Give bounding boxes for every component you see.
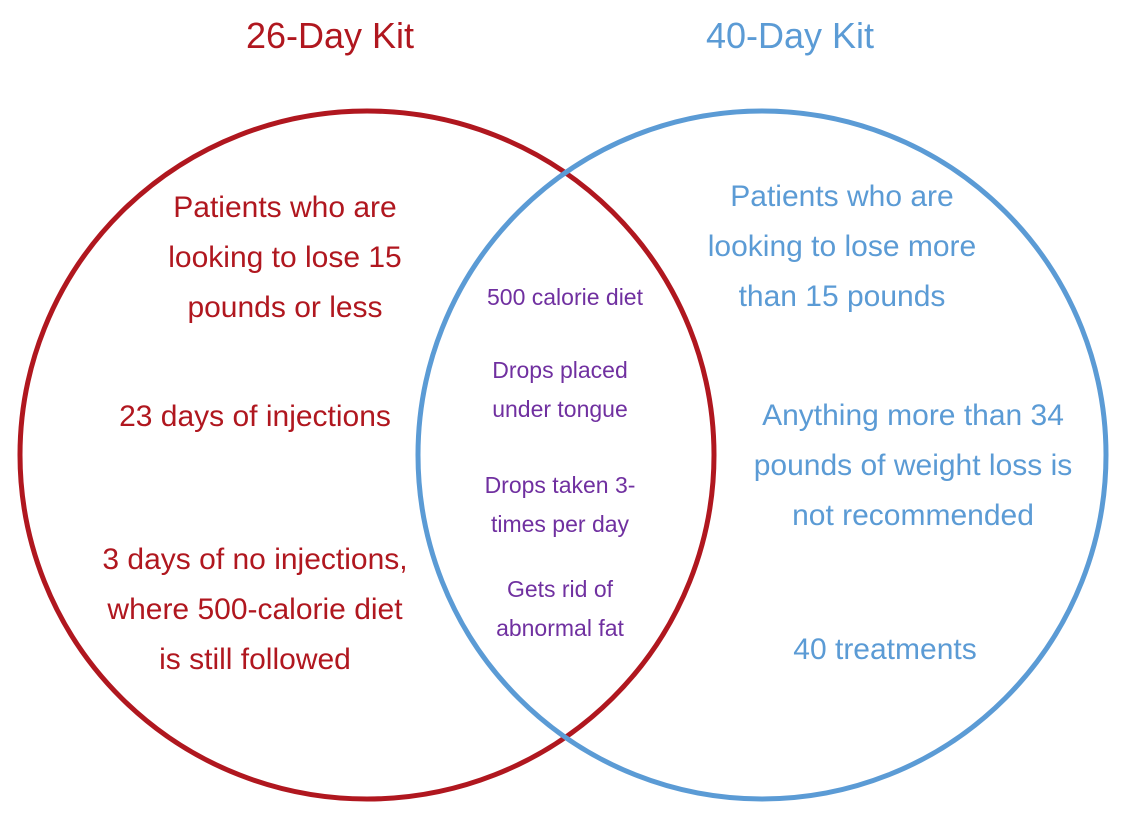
shared-item-drops-placement: Drops placed under tongue (455, 351, 665, 429)
left-item-line: Patients who are (173, 191, 397, 224)
left-item-target-loss: Patients who are looking to lose 15 poun… (110, 183, 460, 333)
right-item-line: Patients who are (730, 180, 954, 213)
left-item-line: 23 days of injections (119, 400, 391, 433)
right-item-line: than 15 pounds (738, 280, 946, 313)
left-item-line: 3 days of no injections, (102, 543, 408, 576)
left-set-circle (17, 108, 717, 802)
left-item-line: where 500-calorie diet (107, 593, 403, 626)
left-item-no-injection-days: 3 days of no injections, where 500-calor… (60, 535, 450, 685)
shared-item-line: Drops taken 3- (484, 472, 636, 498)
shared-item-line: abnormal fat (496, 615, 624, 641)
left-set-title: 26-Day Kit (245, 15, 415, 56)
right-set-title: 40-Day Kit (705, 15, 875, 56)
left-item-line: pounds or less (187, 291, 383, 324)
right-item-target-loss: Patients who are looking to lose more th… (662, 172, 1022, 322)
shared-item-line: 500 calorie diet (487, 284, 643, 310)
right-item-line: looking to lose more (707, 230, 977, 263)
right-item-treatments: 40 treatments (730, 625, 1040, 675)
right-item-line: pounds of weight loss is (753, 449, 1073, 482)
right-item-line: Anything more than 34 (762, 399, 1064, 432)
right-item-max-loss: Anything more than 34 pounds of weight l… (718, 391, 1108, 541)
shared-item-drops-frequency: Drops taken 3- times per day (455, 466, 665, 544)
shared-item-calorie-diet: 500 calorie diet (460, 278, 670, 317)
left-item-line: is still followed (159, 643, 351, 676)
shared-item-line: under tongue (492, 396, 628, 422)
shared-item-line: Drops placed (492, 357, 628, 383)
shared-item-abnormal-fat: Gets rid of abnormal fat (455, 570, 665, 648)
right-item-line: 40 treatments (793, 633, 977, 666)
left-item-injection-days: 23 days of injections (75, 392, 435, 442)
shared-item-line: Gets rid of (506, 576, 614, 602)
shared-item-line: times per day (490, 511, 630, 537)
left-item-line: looking to lose 15 (168, 241, 402, 274)
right-item-line: not recommended (792, 499, 1034, 532)
right-set-circle (415, 108, 1109, 802)
